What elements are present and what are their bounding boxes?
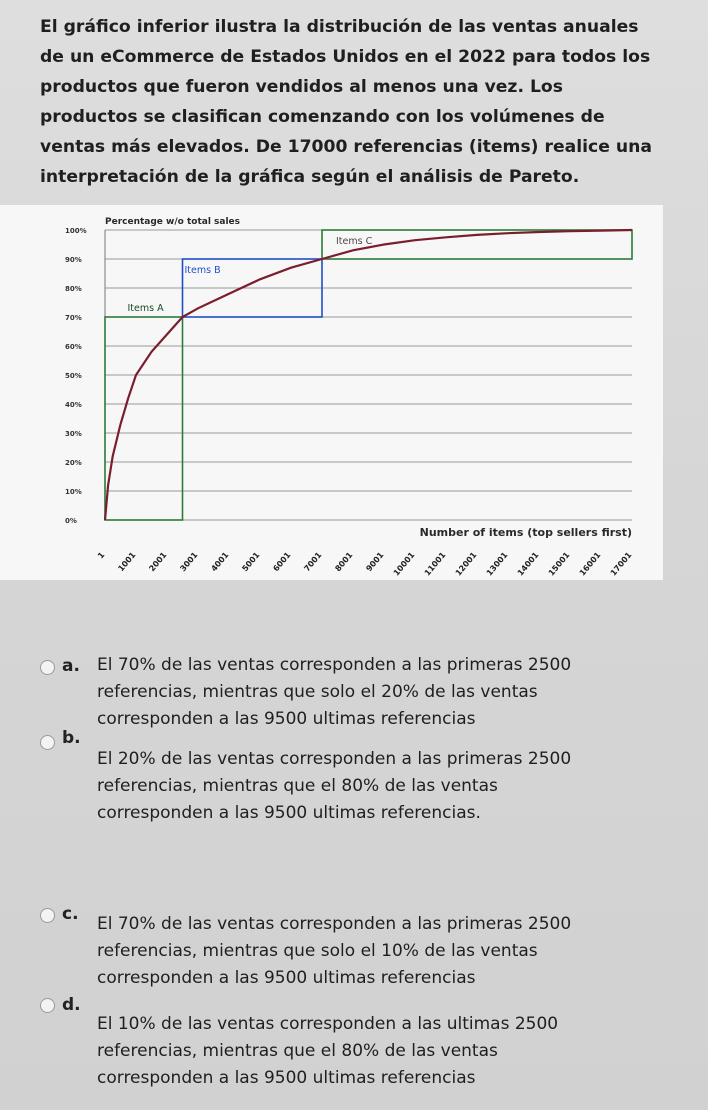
option-b-line-1: El 20% de las ventas corresponden a las … [97,749,572,769]
chart-title: Percentage w/o total sales [105,217,240,227]
region-label: Items A [128,303,165,314]
region-box [104,316,184,521]
option-a-line-3: corresponden a las 9500 ultimas referenc… [97,709,476,729]
y-tick-label: 20% [65,459,82,467]
y-tick-label: 10% [65,488,82,496]
option-d-line-2: referencias, mientras que el 80% de las … [97,1041,498,1061]
option-c-letter: c. [62,904,79,924]
y-tick-label: 0% [65,517,77,525]
x-tick-label: 1 [96,550,107,560]
option-b-text[interactable]: El 20% de las ventas corresponden a las … [97,746,637,827]
option-d-line-1: El 10% de las ventas corresponden a las … [97,1014,559,1034]
y-tick-label: 100% [65,227,87,235]
option-a-radio[interactable] [40,660,55,675]
option-a-line-1: El 70% de las ventas corresponden a las … [97,655,572,675]
option-a-letter: a. [62,656,80,676]
pareto-chart: 0% 10% 20% 30% 40% 50% 60% 70% 80% 90% 100% 1 1001 20… [0,205,663,580]
x-axis-label: Number of items (top sellers first) [420,526,632,539]
region-label: Items B [185,265,221,276]
y-tick-label: 50% [65,372,82,380]
y-tick-label: 80% [65,285,82,293]
y-tick-label: 90% [65,256,82,264]
option-c-line-2: referencias, mientras que solo el 10% de… [97,941,538,961]
option-a-line-2: referencias, mientras que solo el 20% de… [97,682,538,702]
option-b-line-2: referencias, mientras que el 80% de las … [97,776,498,796]
option-c-radio[interactable] [40,908,55,923]
option-b-letter: b. [62,728,81,748]
option-d-line-3: corresponden a las 9500 ultimas referenc… [97,1068,476,1088]
option-c-text[interactable]: El 70% de las ventas corresponden a las … [97,911,637,992]
y-tick-label: 70% [65,314,82,322]
option-b-line-3: corresponden a las 9500 ultimas referenc… [97,803,481,823]
region-label: Items C [336,236,373,247]
y-tick-label: 40% [65,401,82,409]
pareto-chart-svg: 0%10%20%30%40%50%60%70%80%90%100%1 1001 20… [65,217,634,578]
option-a-text[interactable]: El 70% de las ventas corresponden a las … [97,652,637,733]
option-d-text[interactable]: El 10% de las ventas corresponden a las … [97,1011,637,1092]
y-tick-label: 60% [65,343,82,351]
y-tick-label: 30% [65,430,82,438]
option-c-line-3: corresponden a las 9500 ultimas referenc… [97,968,476,988]
option-c-line-1: El 70% de las ventas corresponden a las … [97,914,572,934]
option-d-letter: d. [62,995,81,1015]
question-text: El gráfico inferior ilustra la distribuc… [40,17,652,187]
series-line [103,228,633,521]
region-box [181,258,323,318]
option-d-radio[interactable] [40,998,55,1013]
region-box [321,229,633,260]
option-b-radio[interactable] [40,735,55,750]
